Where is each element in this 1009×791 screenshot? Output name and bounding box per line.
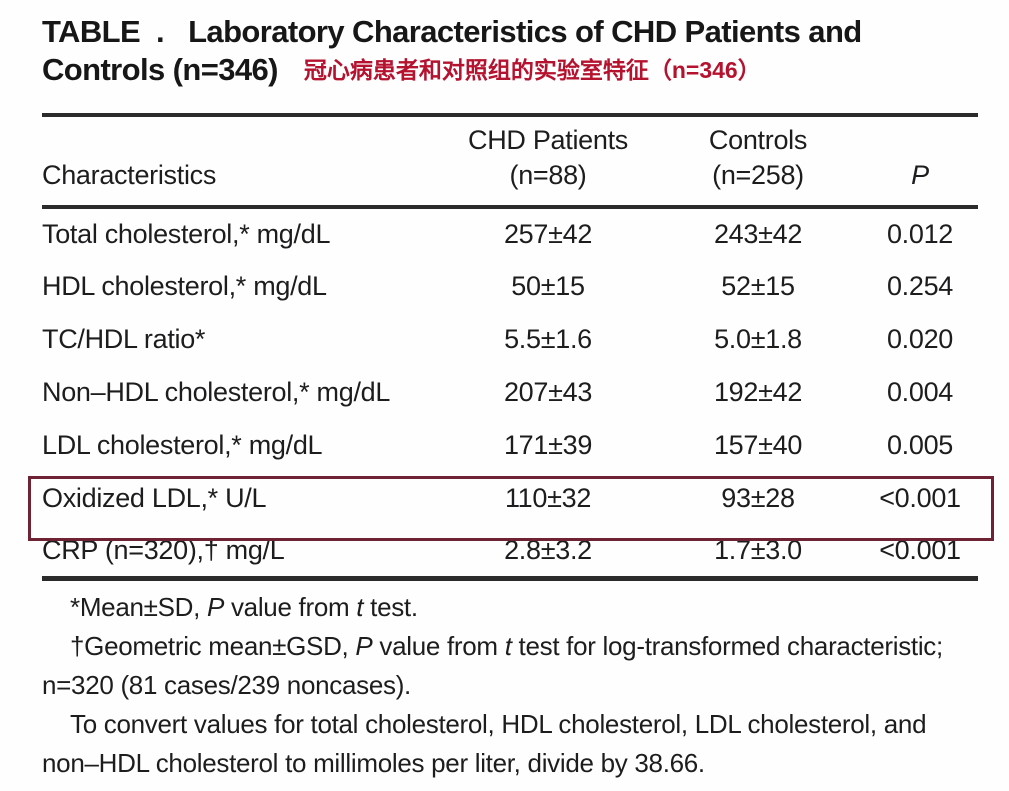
- cell-chd-value: 5.5±1.6: [504, 324, 592, 354]
- footnote-line: *Mean±SD, P value from t test.: [42, 588, 979, 627]
- header-controls-line2: (n=258): [712, 160, 804, 190]
- cell-p-value: 0.012: [886, 219, 954, 249]
- footnote-line: To convert values for total cholesterol,…: [42, 705, 979, 783]
- cell-chd-value: 171±39: [503, 430, 593, 460]
- cell-controls-value: 52±15: [721, 271, 795, 301]
- row-label: HDL cholesterol,* mg/dL: [42, 271, 327, 301]
- table-title-line2: Controls (n=346) 冠心病患者和对照组的实验室特征（n=346）: [42, 51, 979, 89]
- header-characteristics: Characteristics: [42, 160, 217, 190]
- header-controls: Controls (n=258): [654, 115, 862, 207]
- header-chd-line1: CHD Patients: [468, 125, 628, 155]
- table-title-line1: TABLE . Laboratory Characteristics of CH…: [42, 14, 862, 49]
- footnote-text: To convert values for total cholesterol,…: [42, 708, 927, 778]
- table-row: TC/HDL ratio* 5.5±1.6 5.0±1.8 0.020: [42, 313, 978, 366]
- table-title-line2-text: Controls (n=346): [42, 52, 278, 87]
- cell-p-value: <0.001: [879, 483, 961, 513]
- footnote-italic-text: t: [356, 591, 364, 622]
- data-table: Characteristics CHD Patients (n=88) Cont…: [42, 113, 978, 581]
- header-chd-line2: (n=88): [509, 160, 587, 190]
- footnote-text: *Mean±SD,: [70, 591, 207, 622]
- table-body: Total cholesterol,* mg/dL 257±42 243±42 0.0…: [42, 207, 978, 578]
- table-title: TABLE . Laboratory Characteristics of CH…: [0, 0, 1009, 89]
- row-label: CRP (n=320),† mg/L: [42, 534, 285, 565]
- cell-controls-value: 1.7±3.0: [714, 534, 802, 565]
- table-header-row: Characteristics CHD Patients (n=88) Cont…: [42, 115, 978, 207]
- cell-chd-value: 110±32: [504, 483, 592, 513]
- cell-controls-value: 5.0±1.8: [714, 324, 802, 354]
- cell-controls-value: 243±42: [713, 219, 803, 249]
- cell-chd-value: 257±42: [503, 219, 593, 249]
- cell-chd-value: 207±43: [503, 377, 593, 407]
- cell-p-value: 0.004: [886, 377, 954, 407]
- footnote-text: test.: [363, 591, 418, 622]
- table-row: CRP (n=320),† mg/L 2.8±3.2 1.7±3.0 <0.001: [42, 525, 978, 578]
- footnotes: *Mean±SD, P value from t test. †Geometric…: [42, 588, 979, 783]
- row-label: Non–HDL cholesterol,* mg/dL: [42, 377, 391, 407]
- row-label: TC/HDL ratio*: [42, 324, 206, 354]
- cell-chd-value: 2.8±3.2: [504, 534, 592, 565]
- header-p-value: P: [911, 160, 929, 190]
- cell-controls-value: 192±42: [713, 377, 803, 407]
- row-label: Oxidized LDL,* U/L: [42, 483, 267, 513]
- footnote-text: value from: [372, 630, 505, 661]
- header-controls-line1: Controls: [708, 125, 808, 155]
- cell-controls-value: 93±28: [721, 483, 795, 513]
- footnote-text: value from: [224, 591, 357, 622]
- footnote-text: test for log-transformed characteristic;…: [42, 630, 943, 700]
- footnote-italic-text: P: [207, 591, 225, 622]
- table-row: Total cholesterol,* mg/dL 257±42 243±42 0.0…: [42, 207, 978, 260]
- cell-p-value: 0.254: [886, 271, 954, 301]
- cell-chd-value: 50±15: [511, 271, 585, 301]
- table-row: Non–HDL cholesterol,* mg/dL 207±43 192±42 0…: [42, 366, 978, 419]
- table-row-highlighted: Oxidized LDL,* U/L 110±32 93±28 <0.001: [42, 472, 978, 525]
- footnote-italic-text: t: [504, 630, 512, 661]
- table-row: HDL cholesterol,* mg/dL 50±15 52±15 0.254: [42, 260, 978, 313]
- chinese-annotation: 冠心病患者和对照组的实验室特征（n=346）: [303, 57, 761, 83]
- row-label: Total cholesterol,* mg/dL: [42, 219, 331, 249]
- cell-p-value: 0.020: [886, 324, 954, 354]
- footnote-line: †Geometric mean±GSD, P value from t test…: [42, 627, 979, 705]
- footnote-text: †Geometric mean±GSD,: [70, 630, 356, 661]
- row-label: LDL cholesterol,* mg/dL: [42, 430, 323, 460]
- cell-controls-value: 157±40: [713, 430, 803, 460]
- footnote-italic-text: P: [355, 630, 373, 661]
- header-chd-patients: CHD Patients (n=88): [442, 115, 654, 207]
- table-row: LDL cholesterol,* mg/dL 171±39 157±40 0.005: [42, 419, 978, 472]
- cell-p-value: <0.001: [879, 534, 961, 565]
- table-header: Characteristics CHD Patients (n=88) Cont…: [42, 115, 978, 207]
- cell-p-value: 0.005: [886, 430, 954, 460]
